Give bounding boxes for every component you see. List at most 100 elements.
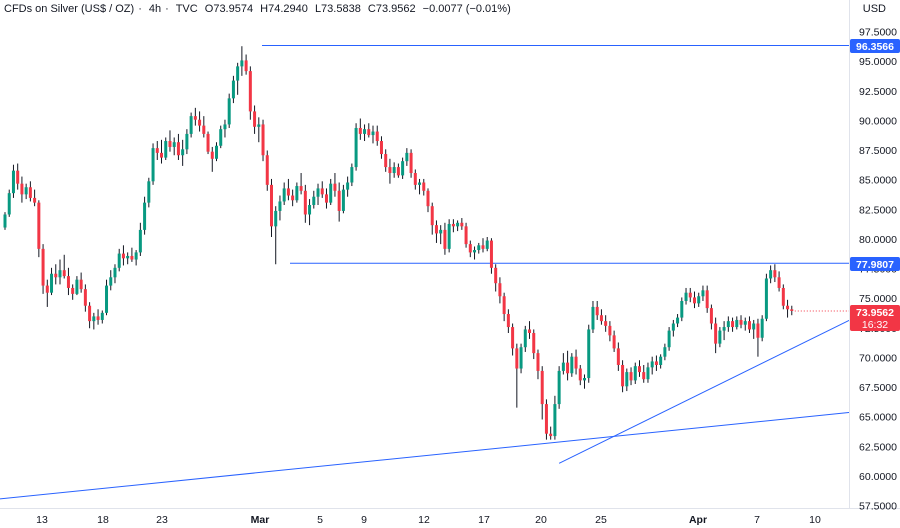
level-mid-tag-bg [850,257,900,271]
ohlc-low: L73.5838 [314,3,361,15]
candle-body [181,149,185,156]
candle [337,182,341,222]
candle [692,291,696,309]
candle [532,329,536,360]
candle [215,142,218,162]
candle-body [434,225,438,234]
time-axis[interactable]: 13 18 23 Mar 5 9 12 17 20 25 Apr 7 10 [36,514,821,526]
candle [354,123,358,171]
price-tick-label: 80.0000 [859,234,897,246]
candle-body [583,378,587,381]
price-tags: 96.3566 77.9807 73.9562 16:32 [850,39,900,331]
candle [109,270,113,291]
candle [701,285,705,301]
candle-body [164,141,168,158]
candle-body [117,253,121,268]
candle-body [227,98,231,125]
candle [206,131,210,155]
candle-body [37,202,41,249]
time-tick-label: 7 [754,514,760,526]
time-tick-label: 5 [317,514,323,526]
symbol-name[interactable]: CFDs on Silver (US$ / OZ) [4,3,135,15]
candle [688,287,692,303]
candle-body [574,356,578,369]
candle [650,356,654,375]
candle [113,264,117,284]
candle [506,309,510,333]
candle-body [253,111,257,127]
candle-body [604,321,608,326]
candle-body [409,152,413,174]
candle [722,321,726,341]
candle [333,173,337,197]
candle-body [726,321,730,328]
candle-body [350,167,354,183]
candle [764,273,768,322]
candle-body [591,306,595,330]
candle-body [769,270,773,279]
candle [388,158,392,184]
candle [473,246,477,260]
candle-body [418,182,422,185]
candle [236,62,240,95]
candle [528,321,532,339]
candle [62,254,66,279]
candle-body [422,182,426,191]
ohlc-change: −0.0077 (−0.01%) [422,3,511,15]
currency-label[interactable]: USD [862,3,886,15]
candle-body [172,142,176,147]
candle [460,218,464,230]
candle-body [697,296,701,304]
candle [587,324,591,383]
candle [739,315,743,329]
price-tick-label: 70.0000 [859,352,897,364]
candle-body [79,279,83,290]
candle-body [498,283,502,297]
candle [253,105,257,134]
candle [642,364,646,383]
candle [155,141,159,160]
candle-body [83,289,87,306]
candle [443,222,447,255]
trendlines [0,319,851,500]
candle-body [215,145,218,159]
time-tick-label: 20 [535,514,547,526]
candle [468,240,472,258]
candle-body [485,240,489,249]
candle-body [519,347,523,369]
candle-body [134,252,138,260]
candle [54,264,58,285]
candle-body [367,129,371,136]
candle [726,316,730,332]
candle [100,310,104,324]
candle [481,238,485,253]
candle-body [413,173,417,185]
candle [566,350,570,381]
time-tick-label: Apr [689,514,707,526]
candle-body [341,189,345,211]
candle-body [324,194,328,203]
candle [261,119,265,162]
interval[interactable]: 4h [148,3,162,15]
candle-body [58,270,62,278]
candle [671,319,675,337]
candle [396,163,400,178]
candle [329,178,333,206]
candle-body [113,267,117,278]
candle-body [676,317,680,324]
candle-body [553,404,557,437]
candle [79,272,83,293]
candle [143,196,147,235]
candle [676,314,680,328]
candle-body [722,327,726,331]
time-tick-label: Mar [251,514,270,526]
candle-body [692,297,696,304]
candle-body [308,205,312,215]
price-tick-label: 85.0000 [859,175,897,187]
price-tick-label: 82.5000 [859,204,897,216]
candle-body [105,285,109,313]
ohlc-high: H74.2940 [260,3,308,15]
candle [66,267,70,296]
candle [282,182,286,206]
